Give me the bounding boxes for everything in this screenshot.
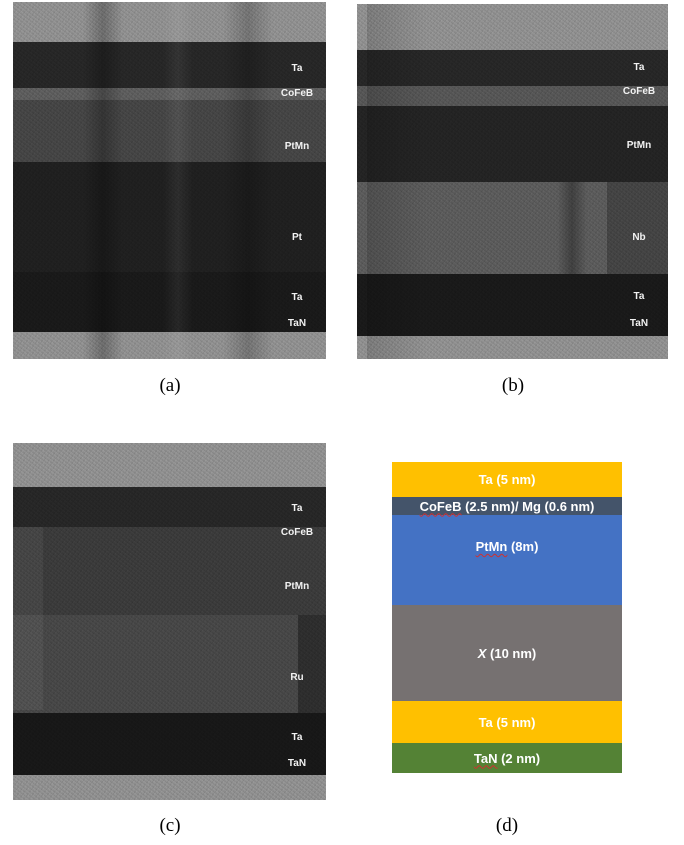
layer-label-tan: TaN	[287, 318, 307, 329]
stack-layer-ptmn: PtMn (8m)	[392, 515, 622, 605]
layer-label-cofeb: CoFeB	[622, 86, 656, 97]
layer-label-tan: TaN	[629, 318, 649, 329]
stack-layer-text: (5 nm)	[492, 472, 536, 487]
caption-b: (b)	[501, 375, 525, 396]
layer-label-ta-bottom: Ta	[291, 292, 303, 303]
layer-label-ta-top: Ta	[291, 63, 303, 74]
caption-d: (d)	[495, 815, 519, 836]
layer-label-ru: Ru	[290, 672, 304, 683]
caption-c: (c)	[159, 815, 181, 836]
layer-label-cofeb: CoFeB	[280, 527, 314, 538]
stack-layer-text: (8m)	[507, 539, 539, 554]
stack-layer-x: X (10 nm)	[392, 605, 622, 701]
stack-layer-name: Ta	[478, 472, 493, 487]
tem-image-b: Ta CoFeB PtMn Nb Ta TaN	[357, 4, 668, 359]
stack-layer-name: X	[477, 645, 487, 661]
layer-label-pt: Pt	[292, 232, 302, 243]
tem-image-c: Ta CoFeB PtMn Ru Ta TaN	[13, 443, 326, 800]
layer-label-ta-bottom: Ta	[633, 291, 645, 302]
layer-label-ta-bottom: Ta	[291, 732, 303, 743]
caption-a: (a)	[159, 375, 181, 396]
layer-label-tan: TaN	[287, 758, 307, 769]
stack-layer-tan: TaN (2 nm)	[392, 743, 622, 773]
stack-layer-text: (10 nm)	[486, 645, 537, 661]
stack-layer-ta-top: Ta (5 nm)	[392, 462, 622, 497]
layer-label-cofeb: CoFeB	[280, 88, 314, 99]
layer-label-nb: Nb	[632, 232, 646, 243]
layer-label-ptmn: PtMn	[284, 141, 310, 152]
stack-layer-cofeb-mg: CoFeB (2.5 nm)/ Mg (0.6 nm)	[392, 497, 622, 515]
stack-layer-text: (5 nm)	[492, 714, 536, 730]
stack-layer-text: (2.5 nm)/ Mg (0.6 nm)	[461, 498, 595, 514]
stack-layer-text: (2 nm)	[497, 750, 541, 766]
tem-image-a: Ta CoFeB PtMn Pt Ta TaN	[13, 2, 326, 359]
stack-layer-name: PtMn	[475, 539, 508, 554]
layer-label-ptmn: PtMn	[626, 140, 652, 151]
stack-layer-name: Ta	[478, 714, 493, 730]
stack-layer-ta-bottom: Ta (5 nm)	[392, 701, 622, 743]
layer-label-ta-top: Ta	[633, 62, 645, 73]
layer-label-ta-top: Ta	[291, 503, 303, 514]
stack-layer-name: CoFeB	[419, 498, 462, 514]
layer-stack-schematic: Ta (5 nm) CoFeB (2.5 nm)/ Mg (0.6 nm) Pt…	[392, 462, 622, 773]
layer-label-ptmn: PtMn	[284, 581, 310, 592]
stack-layer-name: TaN	[473, 750, 498, 766]
